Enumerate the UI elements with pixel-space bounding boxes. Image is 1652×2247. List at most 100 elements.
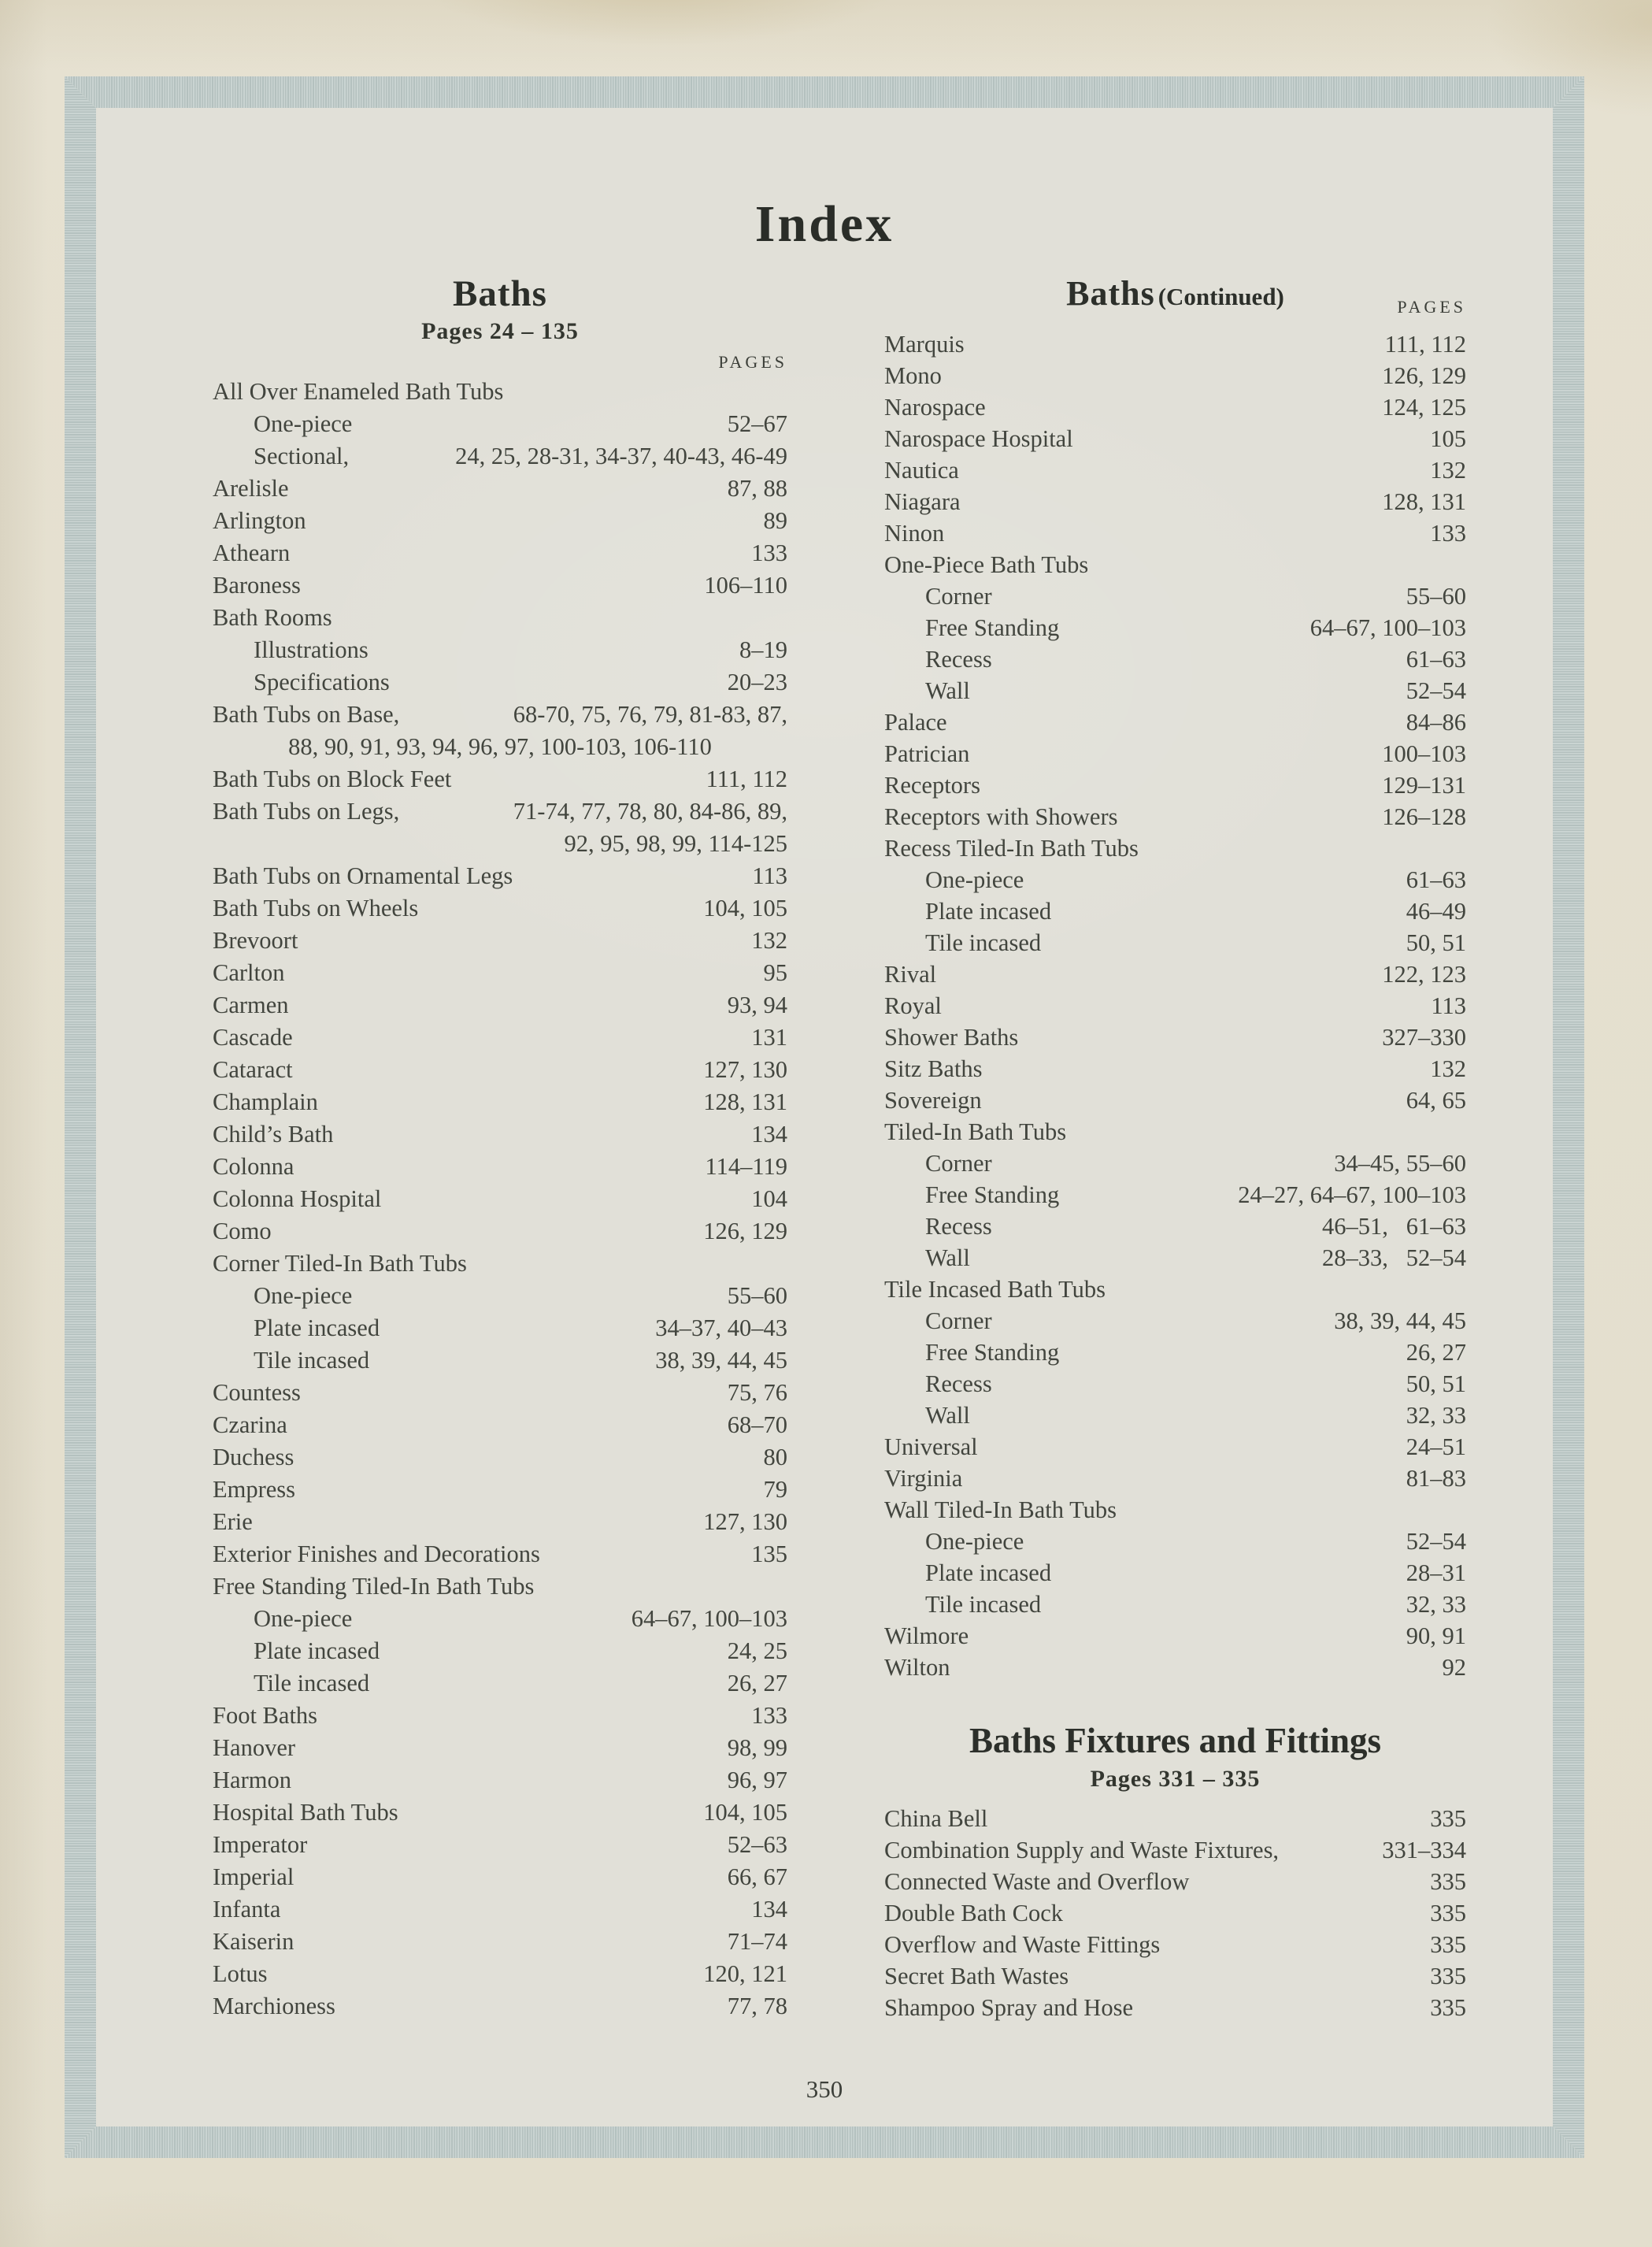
entry-name: Recess bbox=[925, 1213, 992, 1240]
entry-name: Bath Tubs on Wheels bbox=[213, 895, 419, 921]
entry-pages: 96, 97 bbox=[727, 1767, 787, 1793]
entry-name: Corner bbox=[925, 1150, 992, 1177]
entry-name: Bath Tubs on Legs, bbox=[213, 798, 400, 825]
index-entry: Plate incased 34–37, 40–43 bbox=[213, 1312, 787, 1344]
baths-entry-list: All Over Enameled Bath Tubs One-piece 52–6… bbox=[213, 376, 787, 2023]
border-left bbox=[65, 76, 96, 2158]
index-entry: Recess 46–51, 61–63 bbox=[884, 1211, 1466, 1242]
entry-name: Corner Tiled-In Bath Tubs bbox=[213, 1250, 467, 1277]
index-entry: Nautica 132 bbox=[884, 454, 1466, 486]
index-entry: Plate incased 28–31 bbox=[884, 1557, 1466, 1589]
index-entry: Wall 28–33, 52–54 bbox=[884, 1242, 1466, 1274]
index-entry: Narospace Hospital 105 bbox=[884, 423, 1466, 454]
index-entry: Specifications 20–23 bbox=[213, 666, 787, 699]
entry-name: Cascade bbox=[213, 1024, 293, 1051]
index-entry: Ninon 133 bbox=[884, 517, 1466, 549]
entry-name: Brevoort bbox=[213, 927, 298, 954]
entry-name: Plate incased bbox=[254, 1314, 380, 1341]
entry-pages: 90, 91 bbox=[1406, 1622, 1466, 1649]
index-entry: One-piece 52–67 bbox=[213, 408, 787, 440]
page-title: Index bbox=[754, 195, 895, 253]
index-entry: Carlton 95 bbox=[213, 957, 787, 989]
baths-continued-suffix: (Continued) bbox=[1158, 283, 1284, 310]
entry-pages: 52–63 bbox=[727, 1831, 787, 1858]
entry-name: Rival bbox=[884, 961, 937, 988]
index-entry: Sectional, 24, 25, 28-31, 34-37, 40-43, 4… bbox=[213, 440, 787, 473]
entry-pages: 92 bbox=[1442, 1654, 1467, 1681]
index-entry: Marquis 111, 112 bbox=[884, 328, 1466, 360]
index-entry: Bath Rooms bbox=[213, 602, 787, 634]
entry-name: Baroness bbox=[213, 572, 301, 599]
index-entry: Corner Tiled-In Bath Tubs bbox=[213, 1248, 787, 1280]
index-entry: Mono 126, 129 bbox=[884, 360, 1466, 391]
entry-pages: 106–110 bbox=[704, 572, 787, 599]
entry-name: Arlington bbox=[213, 507, 306, 534]
index-entry: Free Standing 64–67, 100–103 bbox=[884, 612, 1466, 643]
entry-name: Bath Rooms bbox=[213, 604, 332, 631]
entry-name: Sovereign bbox=[884, 1087, 982, 1114]
entry-pages: 113 bbox=[1431, 992, 1466, 1019]
index-entry: Rival 122, 123 bbox=[884, 958, 1466, 990]
entry-pages: 32, 33 bbox=[1406, 1402, 1466, 1429]
entry-name: Corner bbox=[925, 583, 992, 610]
page-number: 350 bbox=[806, 2075, 843, 2103]
entry-name: Overflow and Waste Fittings bbox=[884, 1931, 1161, 1958]
index-entry: Imperator 52–63 bbox=[213, 1829, 787, 1861]
entry-pages: 133 bbox=[751, 1702, 787, 1729]
entry-pages: 26, 27 bbox=[1406, 1339, 1466, 1366]
entry-name: One-piece bbox=[254, 410, 353, 437]
index-entry: Infanta 134 bbox=[213, 1893, 787, 1926]
entry-name: All Over Enameled Bath Tubs bbox=[213, 378, 504, 405]
fixtures-heading: Baths Fixtures and Fittings bbox=[969, 1721, 1381, 1760]
index-entry: Tile incased 38, 39, 44, 45 bbox=[213, 1344, 787, 1377]
index-entry: Bath Tubs on Base, 68-70, 75, 76, 79, 81-… bbox=[213, 699, 787, 731]
entry-pages: 114–119 bbox=[705, 1153, 788, 1180]
entry-pages: 50, 51 bbox=[1406, 929, 1466, 956]
index-entry: Receptors with Showers 126–128 bbox=[884, 801, 1466, 832]
index-entry: Bath Tubs on Ornamental Legs 113 bbox=[213, 860, 787, 892]
entry-pages: 52–54 bbox=[1406, 1528, 1466, 1555]
index-entry: Receptors 129–131 bbox=[884, 769, 1466, 801]
entry-name: China Bell bbox=[884, 1805, 988, 1832]
entry-pages: 124, 125 bbox=[1382, 394, 1466, 421]
index-entry: Narospace 124, 125 bbox=[884, 391, 1466, 423]
entry-name: One-piece bbox=[254, 1282, 353, 1309]
fixtures-entry-list: China Bell 335 Combination Supply and Wast… bbox=[884, 1803, 1466, 2023]
entry-name: Duchess bbox=[213, 1444, 294, 1470]
entry-pages: 111, 112 bbox=[1384, 331, 1466, 358]
index-entry: Recess 50, 51 bbox=[884, 1368, 1466, 1400]
entry-pages: 128, 131 bbox=[703, 1088, 787, 1115]
entry-name: Colonna bbox=[213, 1153, 294, 1180]
entry-name: Athearn bbox=[213, 540, 291, 566]
index-entry: Tile Incased Bath Tubs bbox=[884, 1274, 1466, 1305]
entry-name: Combination Supply and Waste Fixtures, bbox=[884, 1837, 1280, 1863]
entry-pages: 98, 99 bbox=[727, 1734, 787, 1761]
entry-pages: 38, 39, 44, 45 bbox=[1334, 1307, 1466, 1334]
entry-name: Sitz Baths bbox=[884, 1055, 983, 1082]
entry-pages: 66, 67 bbox=[727, 1863, 787, 1890]
index-entry: Wilmore 90, 91 bbox=[884, 1620, 1466, 1652]
entry-pages: 331–334 bbox=[1382, 1837, 1466, 1863]
entry-pages: 46–51, 61–63 bbox=[1322, 1213, 1466, 1240]
entry-name: Receptors bbox=[884, 772, 980, 799]
entry-pages: 68-70, 75, 76, 79, 81-83, 87, bbox=[513, 701, 787, 728]
index-entry: Recess 61–63 bbox=[884, 643, 1466, 675]
baths-heading: Baths bbox=[453, 273, 547, 314]
entry-name: Wilmore bbox=[884, 1622, 969, 1649]
entry-name: Wall bbox=[925, 677, 970, 704]
index-entry: Kaiserin 71–74 bbox=[213, 1926, 787, 1958]
index-entry: Tiled-In Bath Tubs bbox=[884, 1116, 1466, 1148]
index-entry: Virginia 81–83 bbox=[884, 1463, 1466, 1494]
index-entry: Wall 32, 33 bbox=[884, 1400, 1466, 1431]
baths-page-range: Pages 24 – 135 bbox=[421, 318, 579, 344]
index-entry: One-piece 55–60 bbox=[213, 1280, 787, 1312]
entry-pages: 129–131 bbox=[1382, 772, 1466, 799]
entry-name: Royal bbox=[884, 992, 942, 1019]
index-entry: Free Standing 24–27, 64–67, 100–103 bbox=[884, 1179, 1466, 1211]
decorative-border: Index Baths Pages 24 – 135 PAGES All Ove… bbox=[65, 76, 1584, 2158]
index-entry: Hanover 98, 99 bbox=[213, 1732, 787, 1764]
index-entry: China Bell 335 bbox=[884, 1803, 1466, 1834]
entry-name: Tile Incased Bath Tubs bbox=[884, 1276, 1106, 1303]
entry-pages: 104, 105 bbox=[703, 895, 787, 921]
